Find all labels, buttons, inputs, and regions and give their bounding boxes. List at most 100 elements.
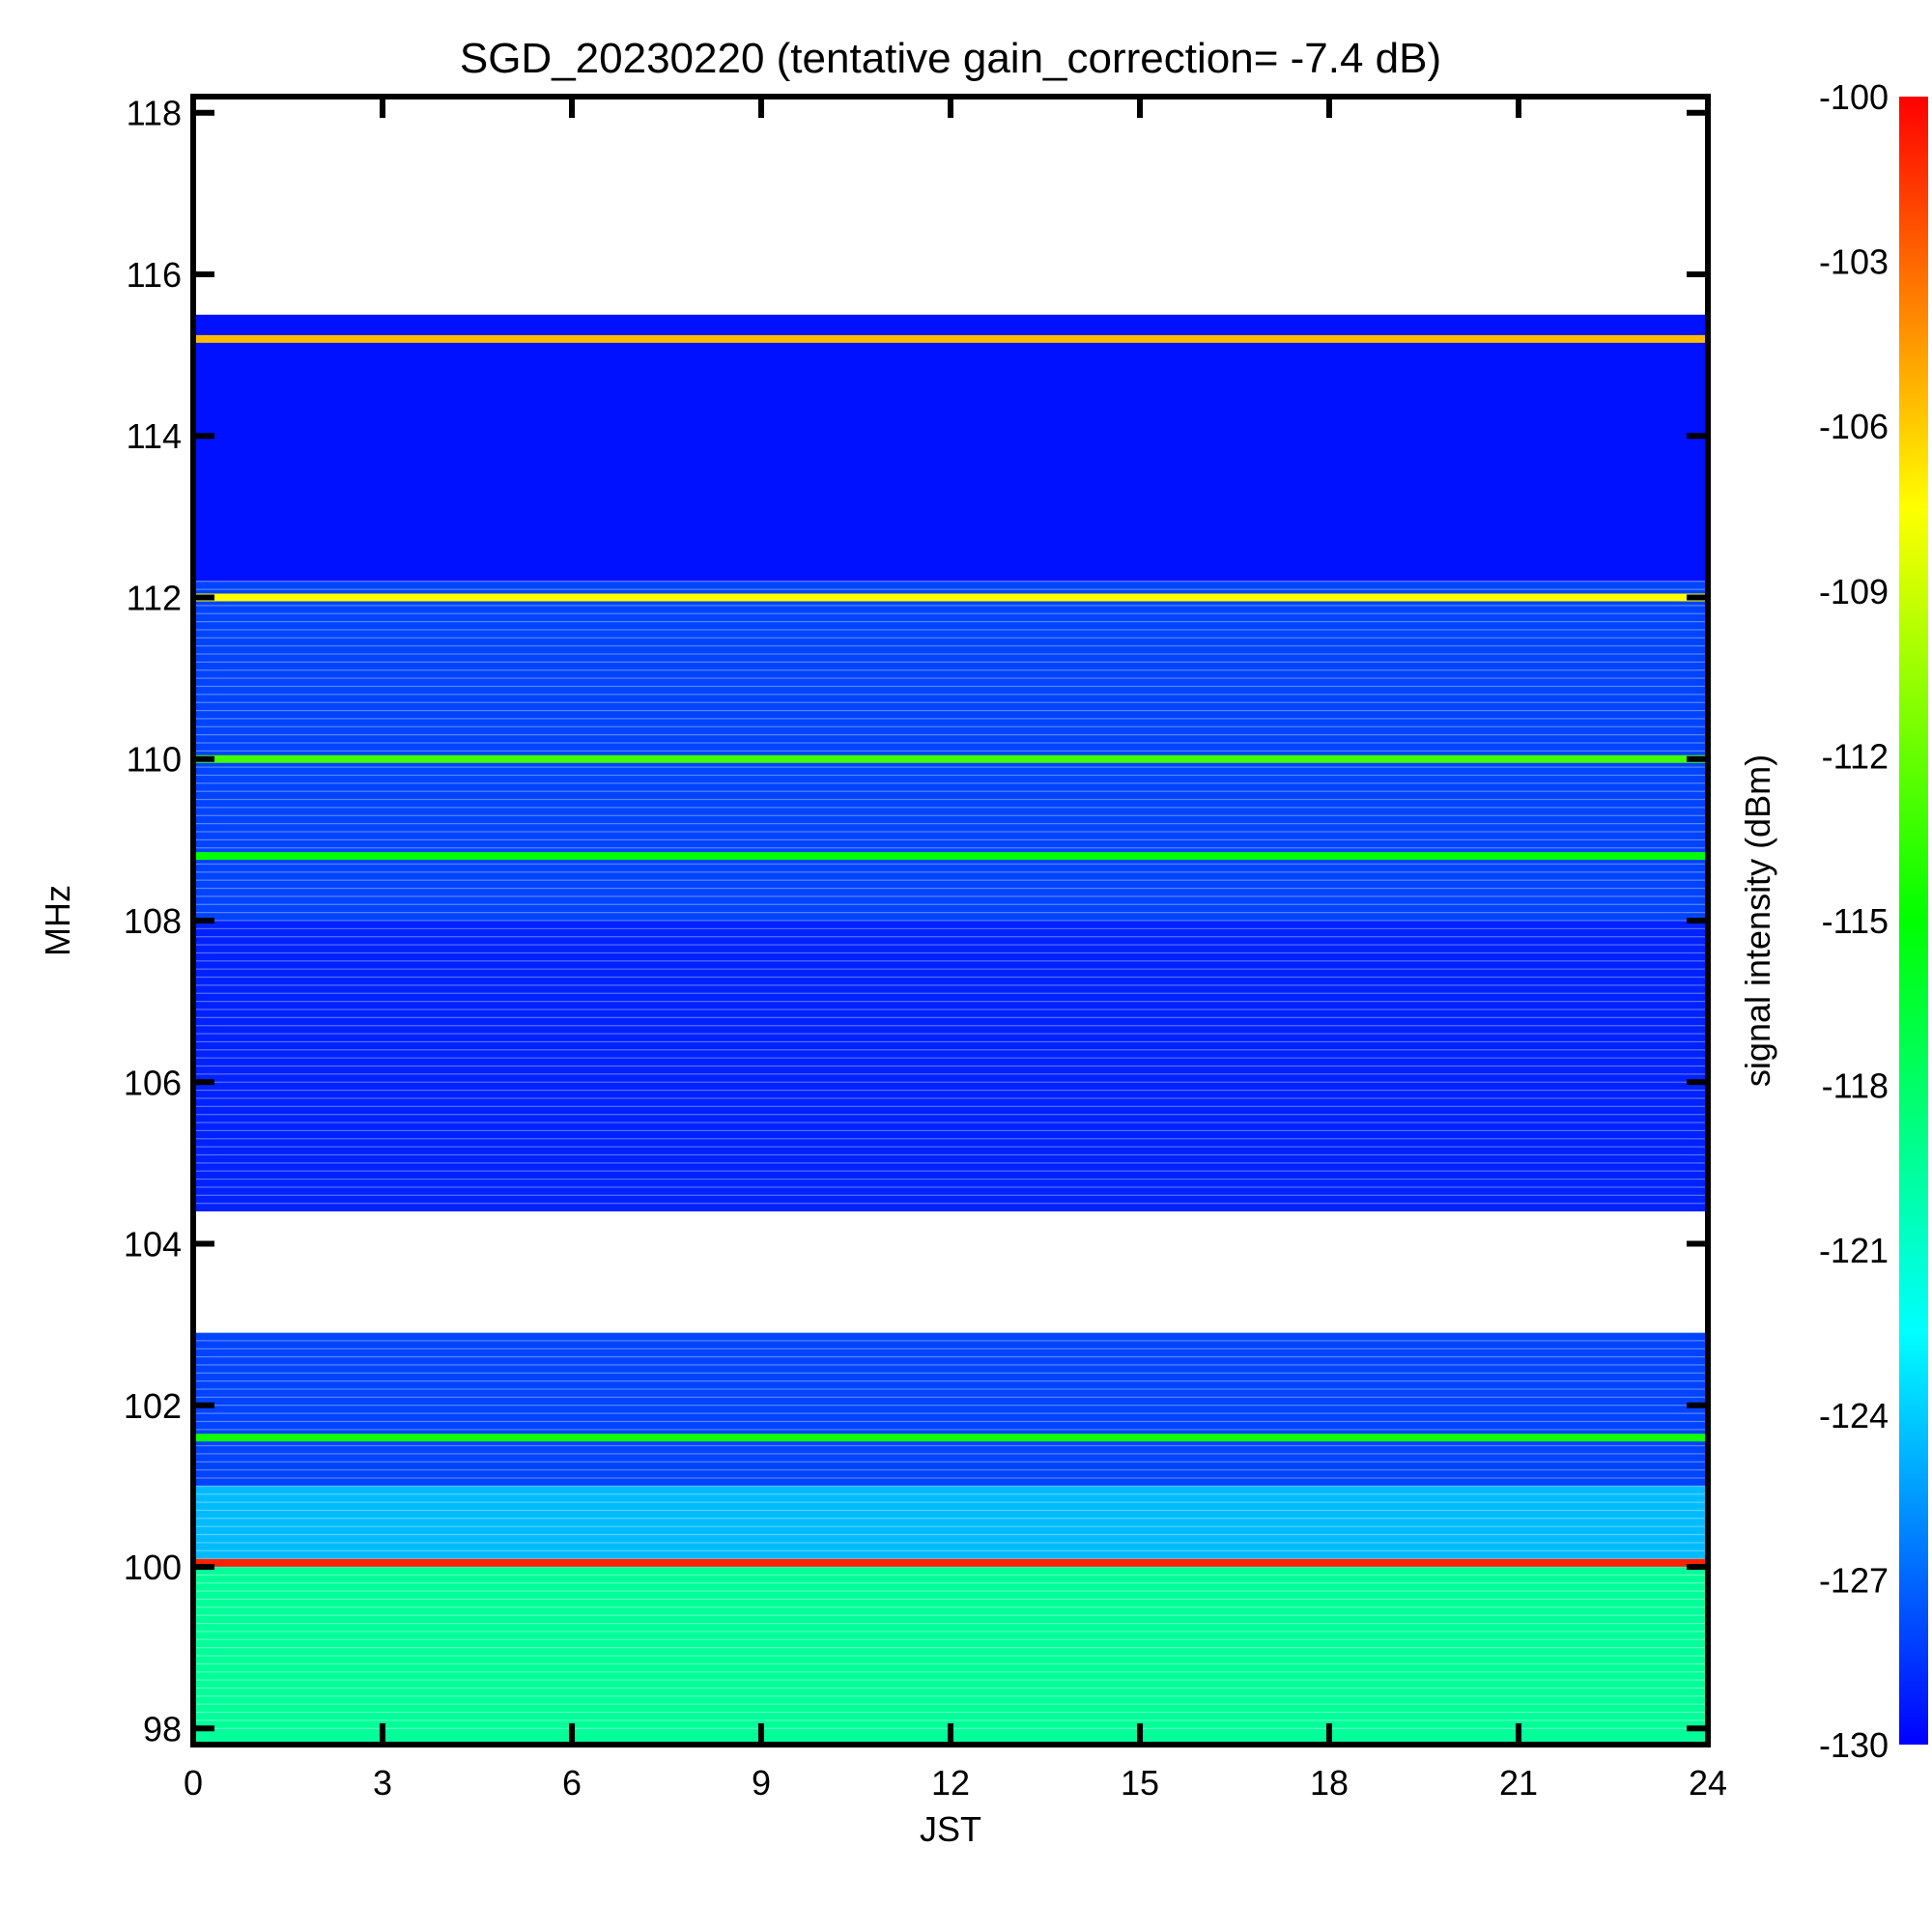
x-tick-label: 9: [752, 1763, 771, 1803]
heatmap-band: [193, 921, 1708, 1212]
channel-gap: [193, 1025, 1708, 1027]
x-tick-label: 18: [1310, 1763, 1349, 1803]
channel-gap: [193, 1606, 1708, 1608]
channel-gap: [193, 1533, 1708, 1536]
heatmap-band: [193, 1332, 1708, 1487]
y-axis-ticks: 98 100 102 104 106 108 110 112 114 116 118: [124, 94, 1708, 1748]
strong-signal-line: [193, 852, 1708, 861]
channel-gap: [193, 1065, 1708, 1067]
channel-gap: [193, 1097, 1708, 1099]
channel-gap: [193, 1549, 1708, 1551]
channel-gap: [193, 766, 1708, 768]
heatmap-band: [193, 581, 1708, 921]
channel-gap: [193, 588, 1708, 590]
channel-gap: [193, 734, 1708, 736]
channel-gap: [193, 1114, 1708, 1116]
channel-gap: [193, 1057, 1708, 1059]
channel-gap: [193, 912, 1708, 914]
colorbar-tick-label: -109: [1819, 572, 1889, 611]
channel-gap: [193, 1380, 1708, 1382]
colorbar-tick-label: -118: [1822, 1066, 1889, 1106]
channel-gap: [193, 887, 1708, 890]
channel-gap: [193, 725, 1708, 727]
channel-gap: [193, 920, 1708, 922]
channel-gap: [193, 1340, 1708, 1342]
channel-gap: [193, 1405, 1708, 1406]
channel-gap: [193, 1622, 1708, 1625]
x-tick-label: 0: [184, 1763, 203, 1803]
x-axis-ticks: 0 3 6 9 12 15 18 21 24: [184, 97, 1727, 1803]
channel-gap: [193, 1162, 1708, 1164]
x-tick-label: 21: [1499, 1763, 1538, 1803]
channel-gap: [193, 936, 1708, 938]
channel-gap: [193, 1364, 1708, 1366]
strong-signal-line: [193, 1558, 1708, 1567]
channel-gap: [193, 1542, 1708, 1544]
channel-gap: [193, 1671, 1708, 1673]
channel-gap: [193, 1016, 1708, 1018]
spectrogram-heatmap: [193, 97, 1708, 1745]
channel-gap: [193, 1525, 1708, 1527]
channel-gap: [193, 1582, 1708, 1584]
channel-gap: [193, 694, 1708, 696]
channel-gap: [193, 1703, 1708, 1705]
x-tick-label: 15: [1121, 1763, 1159, 1803]
x-axis-label: JST: [920, 1809, 981, 1849]
channel-gap: [193, 782, 1708, 784]
channel-gap: [193, 1420, 1708, 1423]
channel-gap: [193, 1355, 1708, 1358]
channel-gap: [193, 1388, 1708, 1390]
channel-gap: [193, 976, 1708, 979]
channel-gap: [193, 1687, 1708, 1690]
channel-gap: [193, 903, 1708, 905]
channel-gap: [193, 1090, 1708, 1092]
channel-gap: [193, 1429, 1708, 1431]
channel-gap: [193, 1372, 1708, 1374]
channel-gap: [193, 1203, 1708, 1205]
channel-gap: [193, 1001, 1708, 1003]
channel-gap: [193, 1590, 1708, 1592]
colorbar-tick-label: -124: [1819, 1396, 1889, 1435]
channel-gap: [193, 718, 1708, 720]
channel-gap: [193, 612, 1708, 614]
channel-gap: [193, 581, 1708, 582]
channel-gap: [193, 1396, 1708, 1399]
channel-gap: [193, 1412, 1708, 1414]
channel-gap: [193, 1146, 1708, 1148]
colorbar-tick-label: -115: [1822, 901, 1889, 941]
strong-signal-lines: [193, 334, 1708, 1567]
channel-gap: [193, 895, 1708, 897]
channel-gap: [193, 1647, 1708, 1649]
channel-gap: [193, 709, 1708, 712]
y-tick-label: 112: [127, 578, 182, 617]
channel-gap: [193, 774, 1708, 777]
channel-gap: [193, 984, 1708, 986]
colorbar-tick-label: -112: [1822, 736, 1889, 776]
y-tick-label: 114: [127, 416, 182, 456]
channel-gap: [193, 1129, 1708, 1132]
y-axis-label: MHz: [38, 885, 77, 956]
channel-gap: [193, 653, 1708, 655]
channel-gap: [193, 1574, 1708, 1576]
colorbar-tick-label: -130: [1819, 1725, 1889, 1765]
x-tick-label: 6: [562, 1763, 582, 1803]
channel-gap: [193, 1655, 1708, 1657]
channel-gap: [193, 1186, 1708, 1188]
channel-gap: [193, 1331, 1708, 1334]
channel-gap: [193, 1153, 1708, 1156]
channel-gap: [193, 1461, 1708, 1463]
channel-gap: [193, 952, 1708, 954]
channel-gap: [193, 750, 1708, 752]
y-tick-label: 118: [127, 94, 182, 133]
channel-gap: [193, 1477, 1708, 1479]
channel-gap: [193, 823, 1708, 825]
strong-signal-line: [193, 754, 1708, 763]
channel-gap: [193, 1105, 1708, 1107]
colorbar-tick-label: -106: [1819, 407, 1889, 446]
channel-gap: [193, 645, 1708, 647]
channel-gap: [193, 831, 1708, 833]
channel-gap: [193, 944, 1708, 946]
channel-gap: [193, 790, 1708, 792]
channel-gap: [193, 1638, 1708, 1640]
y-tick-label: 98: [143, 1709, 182, 1748]
